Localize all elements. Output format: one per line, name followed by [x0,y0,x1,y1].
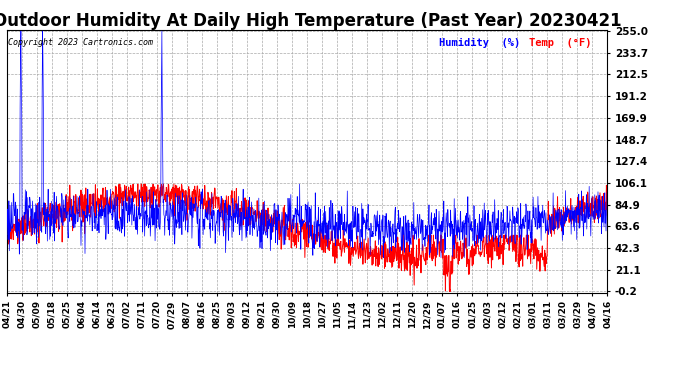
Text: Temp  (°F): Temp (°F) [529,38,591,48]
Title: Outdoor Humidity At Daily High Temperature (Past Year) 20230421: Outdoor Humidity At Daily High Temperatu… [0,12,622,30]
Text: Copyright 2023 Cartronics.com: Copyright 2023 Cartronics.com [8,38,153,47]
Text: Humidity  (%): Humidity (%) [439,38,520,48]
